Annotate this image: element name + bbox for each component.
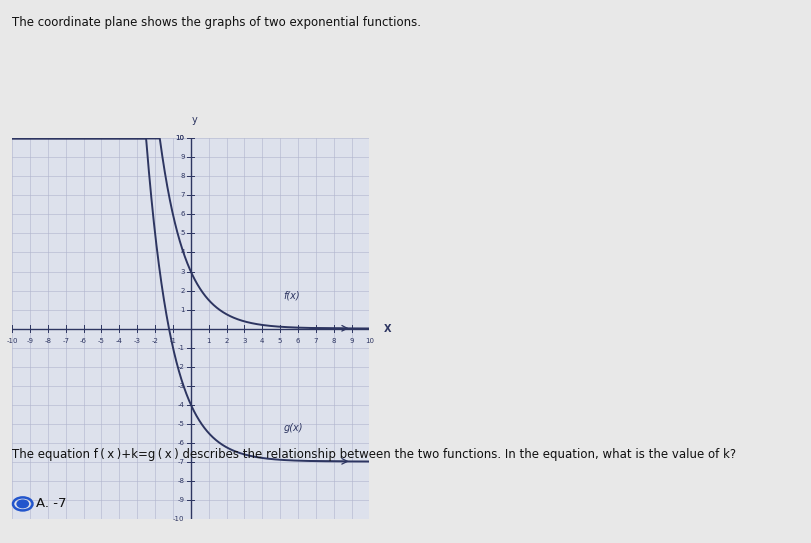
Text: 6: 6 (180, 211, 184, 218)
Text: 1: 1 (180, 306, 184, 313)
Text: The equation f ( x )+k=g ( x ) describes the relationship between the two functi: The equation f ( x )+k=g ( x ) describes… (12, 448, 736, 461)
Text: -5: -5 (178, 420, 184, 427)
Text: -6: -6 (80, 338, 87, 344)
Text: f(x): f(x) (283, 290, 300, 300)
Text: -7: -7 (178, 458, 184, 465)
Text: -4: -4 (116, 338, 122, 344)
Text: -5: -5 (98, 338, 105, 344)
Text: g(x): g(x) (283, 423, 303, 433)
Text: 5: 5 (180, 230, 184, 237)
Text: -6: -6 (178, 439, 184, 446)
Text: -1: -1 (178, 344, 184, 351)
Text: 8: 8 (180, 173, 184, 180)
Text: -3: -3 (178, 382, 184, 389)
Text: 3: 3 (180, 268, 184, 275)
Text: 7: 7 (180, 192, 184, 199)
Text: -3: -3 (134, 338, 140, 344)
Text: 6: 6 (295, 338, 300, 344)
Text: 10: 10 (175, 135, 184, 142)
Text: -1: -1 (169, 338, 176, 344)
Text: 7: 7 (313, 338, 318, 344)
Text: -2: -2 (152, 338, 158, 344)
Text: 9: 9 (349, 338, 354, 344)
Text: 9: 9 (180, 154, 184, 161)
Text: 8: 8 (331, 338, 336, 344)
Text: 3: 3 (242, 338, 247, 344)
Text: y: y (191, 115, 197, 125)
Text: -8: -8 (178, 477, 184, 484)
Text: 1: 1 (206, 338, 211, 344)
Text: 4: 4 (180, 249, 184, 256)
Text: 5: 5 (277, 338, 282, 344)
Text: -9: -9 (27, 338, 33, 344)
Text: 10: 10 (175, 135, 184, 142)
Text: -7: -7 (62, 338, 69, 344)
Text: 10: 10 (364, 338, 374, 344)
Text: The coordinate plane shows the graphs of two exponential functions.: The coordinate plane shows the graphs of… (12, 16, 421, 29)
Text: -9: -9 (178, 496, 184, 503)
Text: 2: 2 (180, 287, 184, 294)
Text: -8: -8 (45, 338, 51, 344)
Text: A. -7: A. -7 (36, 497, 67, 510)
Text: -10: -10 (6, 338, 18, 344)
Text: -10: -10 (173, 515, 184, 522)
Text: 4: 4 (260, 338, 264, 344)
Text: -2: -2 (178, 363, 184, 370)
Text: -4: -4 (178, 401, 184, 408)
Text: X: X (384, 324, 391, 333)
Text: 2: 2 (224, 338, 229, 344)
